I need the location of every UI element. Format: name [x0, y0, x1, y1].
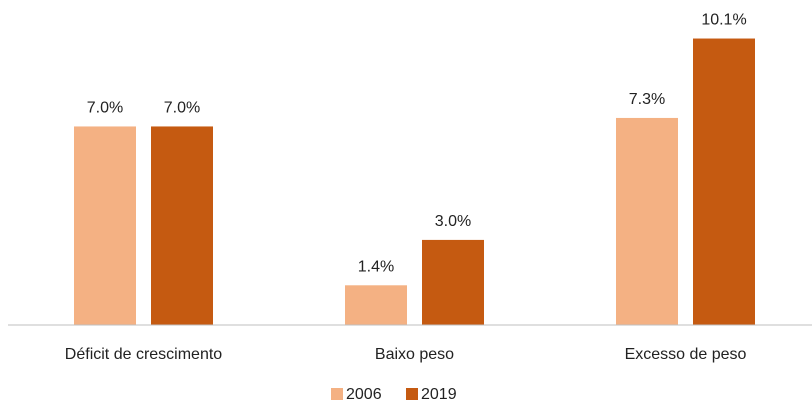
legend-label: 2019	[421, 386, 457, 403]
legend-label: 2006	[346, 386, 382, 403]
bar	[616, 117, 678, 325]
bar	[151, 126, 213, 325]
x-tick-label: Excesso de peso	[625, 346, 747, 363]
bar	[422, 239, 484, 325]
bar	[74, 126, 136, 325]
value-label: 1.4%	[358, 259, 394, 276]
legend-swatch	[406, 388, 418, 400]
x-tick-label: Baixo peso	[375, 346, 454, 363]
value-label: 7.0%	[87, 100, 123, 117]
bar	[345, 285, 407, 325]
x-tick-label: Déficit de crescimento	[65, 346, 222, 363]
bar	[693, 38, 755, 325]
value-label: 10.1%	[701, 12, 746, 29]
value-label: 7.0%	[164, 100, 200, 117]
legend-swatch	[331, 388, 343, 400]
value-label: 3.0%	[435, 213, 471, 230]
value-label: 7.3%	[629, 91, 665, 108]
